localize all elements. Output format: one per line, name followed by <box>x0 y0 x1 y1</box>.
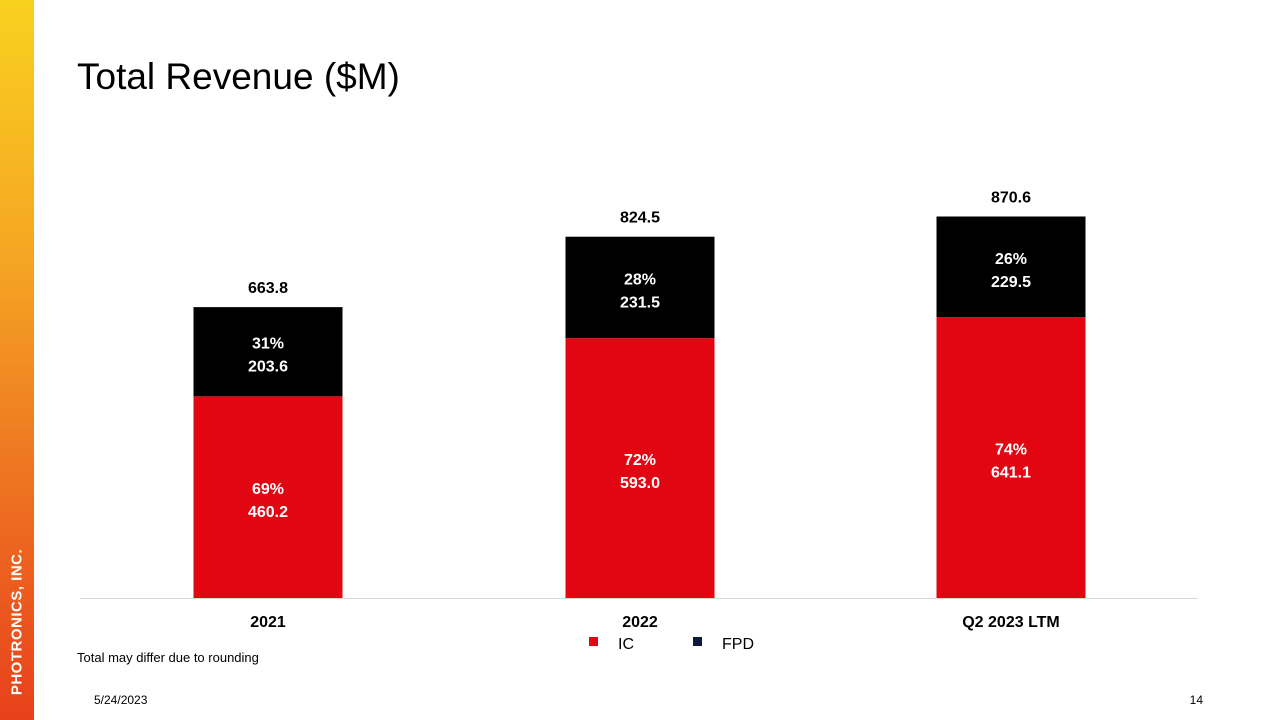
footer-date: 5/24/2023 <box>94 693 148 707</box>
bar-share-label-ic-1: 72% <box>624 452 656 469</box>
bar-share-label-fpd-1: 28% <box>624 271 656 288</box>
bar-ic-2 <box>936 317 1086 598</box>
bar-fpd-2 <box>936 216 1086 318</box>
bar-value-label-ic-2: 641.1 <box>991 465 1031 482</box>
bar-total-label-0: 663.8 <box>248 280 288 297</box>
legend-label-ic: IC <box>618 636 634 653</box>
legend-swatch-fpd <box>693 637 702 646</box>
bar-share-label-fpd-2: 26% <box>995 251 1027 268</box>
brand-sidebar: PHOTRONICS, INC. <box>0 0 34 720</box>
bar-value-label-fpd-1: 231.5 <box>620 294 660 311</box>
bar-value-label-ic-0: 460.2 <box>248 504 288 521</box>
page-number: 14 <box>1189 693 1203 707</box>
x-tick-label-0: 2021 <box>250 614 286 631</box>
bar-value-label-fpd-0: 203.6 <box>248 359 288 376</box>
bar-value-label-ic-1: 593.0 <box>620 475 660 492</box>
slide-title: Total Revenue ($M) <box>77 56 400 97</box>
bar-ic-0 <box>193 396 343 598</box>
x-tick-label-2: Q2 2023 LTM <box>962 614 1060 631</box>
bar-fpd-0 <box>193 307 343 397</box>
legend-swatch-ic <box>589 637 598 646</box>
footnote: Total may differ due to rounding <box>77 650 259 665</box>
bar-total-label-1: 824.5 <box>620 210 660 227</box>
legend-label-fpd: FPD <box>722 636 754 653</box>
x-tick-label-1: 2022 <box>622 614 658 631</box>
bar-value-label-fpd-2: 229.5 <box>991 274 1031 291</box>
bar-ic-1 <box>565 338 715 598</box>
bar-share-label-fpd-0: 31% <box>252 336 284 353</box>
bar-fpd-1 <box>565 236 715 339</box>
bar-share-label-ic-0: 69% <box>252 481 284 498</box>
bar-total-label-2: 870.6 <box>991 190 1031 207</box>
bar-share-label-ic-2: 74% <box>995 442 1027 459</box>
